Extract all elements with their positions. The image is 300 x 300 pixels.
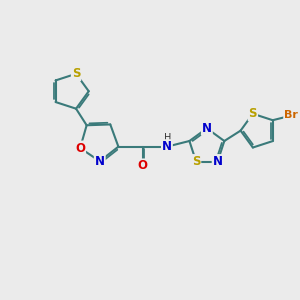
Text: Br: Br <box>284 110 298 120</box>
Text: O: O <box>75 142 85 154</box>
Text: H: H <box>164 134 171 143</box>
Text: N: N <box>162 140 172 153</box>
Text: S: S <box>192 155 200 168</box>
Text: O: O <box>138 159 148 172</box>
Text: N: N <box>202 122 212 135</box>
Text: N: N <box>95 155 105 168</box>
Text: N: N <box>213 155 223 168</box>
Text: S: S <box>249 107 257 120</box>
Text: S: S <box>72 67 80 80</box>
